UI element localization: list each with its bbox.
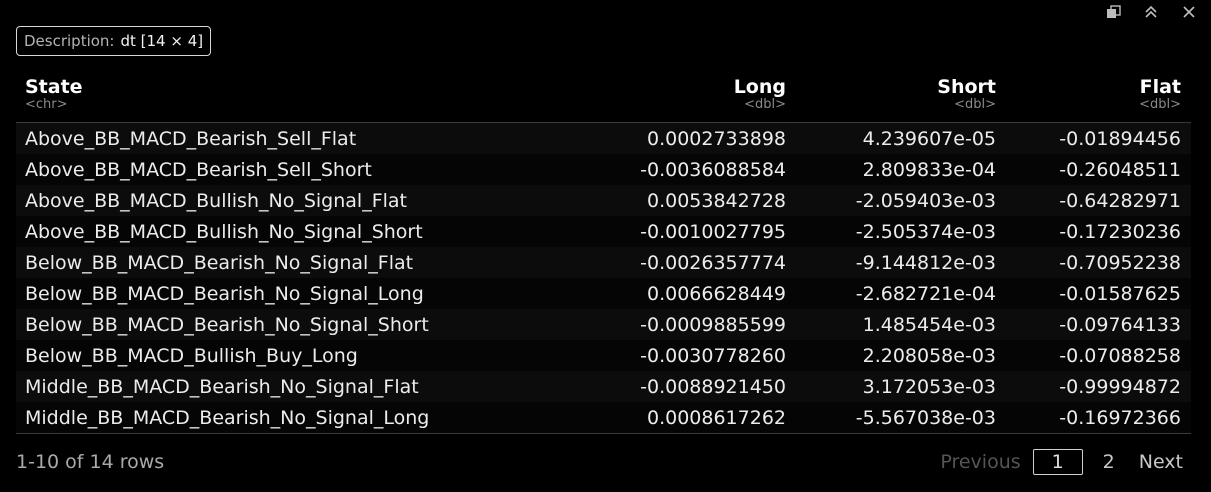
data-table: State <chr> Long <dbl> Short <dbl> Flat … bbox=[16, 76, 1191, 434]
cell-long: -0.0026357774 bbox=[551, 247, 796, 278]
collapse-icon[interactable] bbox=[1143, 4, 1159, 20]
close-icon[interactable] bbox=[1181, 4, 1197, 20]
cell-flat: -0.16972366 bbox=[1006, 402, 1191, 434]
cell-state: Above_BB_MACD_Bearish_Sell_Short bbox=[16, 154, 551, 185]
cell-long: -0.0009885599 bbox=[551, 309, 796, 340]
cell-flat: -0.64282971 bbox=[1006, 185, 1191, 216]
rows-info: 1-10 of 14 rows bbox=[16, 451, 165, 473]
column-name: Flat bbox=[1139, 76, 1181, 98]
column-name: State bbox=[25, 76, 83, 98]
cell-short: 2.809833e-04 bbox=[796, 154, 1006, 185]
cell-flat: -0.70952238 bbox=[1006, 247, 1191, 278]
cell-state: Middle_BB_MACD_Bearish_No_Signal_Flat bbox=[16, 371, 551, 402]
column-type: <dbl> bbox=[954, 97, 996, 112]
cell-short: -2.505374e-03 bbox=[796, 216, 1006, 247]
cell-short: 3.172053e-03 bbox=[796, 371, 1006, 402]
cell-short: -9.144812e-03 bbox=[796, 247, 1006, 278]
table-row: Below_BB_MACD_Bearish_No_Signal_Long 0.0… bbox=[16, 278, 1191, 309]
description-label: Description: bbox=[24, 32, 115, 50]
column-header-long[interactable]: Long <dbl> bbox=[551, 76, 796, 123]
page-current[interactable]: 1 bbox=[1032, 449, 1083, 475]
cell-state: Above_BB_MACD_Bearish_Sell_Flat bbox=[16, 122, 551, 154]
cell-state: Below_BB_MACD_Bearish_No_Signal_Long bbox=[16, 278, 551, 309]
cell-state: Below_BB_MACD_Bearish_No_Signal_Short bbox=[16, 309, 551, 340]
cell-long: -0.0030778260 bbox=[551, 340, 796, 371]
cell-long: -0.0088921450 bbox=[551, 371, 796, 402]
export-icon[interactable] bbox=[1105, 4, 1121, 20]
table-row: Above_BB_MACD_Bearish_Sell_Short -0.0036… bbox=[16, 154, 1191, 185]
cell-short: 1.485454e-03 bbox=[796, 309, 1006, 340]
table-row: Middle_BB_MACD_Bearish_No_Signal_Long 0.… bbox=[16, 402, 1191, 434]
table-row: Below_BB_MACD_Bullish_Buy_Long -0.003077… bbox=[16, 340, 1191, 371]
cell-state: Below_BB_MACD_Bullish_Buy_Long bbox=[16, 340, 551, 371]
cell-short: -5.567038e-03 bbox=[796, 402, 1006, 434]
table-row: Middle_BB_MACD_Bearish_No_Signal_Flat -0… bbox=[16, 371, 1191, 402]
cell-state: Above_BB_MACD_Bullish_No_Signal_Short bbox=[16, 216, 551, 247]
table-header-row: State <chr> Long <dbl> Short <dbl> Flat … bbox=[16, 76, 1191, 123]
cell-short: 4.239607e-05 bbox=[796, 122, 1006, 154]
column-name: Long bbox=[733, 76, 786, 98]
column-type: <dbl> bbox=[744, 97, 786, 112]
description-value: dt [14 × 4] bbox=[120, 32, 204, 50]
cell-long: 0.0002733898 bbox=[551, 122, 796, 154]
table-footer: 1-10 of 14 rows Previous 1 2 Next bbox=[16, 446, 1183, 478]
viewer-toolbar bbox=[1105, 4, 1197, 20]
cell-flat: -0.99994872 bbox=[1006, 371, 1191, 402]
cell-flat: -0.01587625 bbox=[1006, 278, 1191, 309]
column-name: Short bbox=[937, 76, 996, 98]
cell-long: 0.0066628449 bbox=[551, 278, 796, 309]
column-header-short[interactable]: Short <dbl> bbox=[796, 76, 1006, 123]
pagination: Previous 1 2 Next bbox=[940, 449, 1183, 475]
cell-flat: -0.01894456 bbox=[1006, 122, 1191, 154]
cell-long: -0.0036088584 bbox=[551, 154, 796, 185]
table-row: Below_BB_MACD_Bearish_No_Signal_Short -0… bbox=[16, 309, 1191, 340]
column-type: <dbl> bbox=[1139, 97, 1181, 112]
next-button[interactable]: Next bbox=[1138, 451, 1183, 473]
previous-button[interactable]: Previous bbox=[940, 451, 1021, 473]
cell-short: -2.059403e-03 bbox=[796, 185, 1006, 216]
cell-short: 2.208058e-03 bbox=[796, 340, 1006, 371]
table-row: Below_BB_MACD_Bearish_No_Signal_Flat -0.… bbox=[16, 247, 1191, 278]
cell-long: 0.0008617262 bbox=[551, 402, 796, 434]
column-type: <chr> bbox=[25, 97, 68, 112]
cell-long: -0.0010027795 bbox=[551, 216, 796, 247]
cell-state: Below_BB_MACD_Bearish_No_Signal_Flat bbox=[16, 247, 551, 278]
cell-state: Middle_BB_MACD_Bearish_No_Signal_Long bbox=[16, 402, 551, 434]
table-row: Above_BB_MACD_Bearish_Sell_Flat 0.000273… bbox=[16, 122, 1191, 154]
cell-state: Above_BB_MACD_Bullish_No_Signal_Flat bbox=[16, 185, 551, 216]
cell-long: 0.0053842728 bbox=[551, 185, 796, 216]
cell-flat: -0.09764133 bbox=[1006, 309, 1191, 340]
column-header-flat[interactable]: Flat <dbl> bbox=[1006, 76, 1191, 123]
page-link[interactable]: 2 bbox=[1102, 451, 1115, 473]
cell-short: -2.682721e-04 bbox=[796, 278, 1006, 309]
cell-flat: -0.17230236 bbox=[1006, 216, 1191, 247]
table-row: Above_BB_MACD_Bullish_No_Signal_Short -0… bbox=[16, 216, 1191, 247]
cell-flat: -0.07088258 bbox=[1006, 340, 1191, 371]
table-row: Above_BB_MACD_Bullish_No_Signal_Flat 0.0… bbox=[16, 185, 1191, 216]
description-box: Description: dt [14 × 4] bbox=[16, 26, 212, 56]
cell-flat: -0.26048511 bbox=[1006, 154, 1191, 185]
column-header-state[interactable]: State <chr> bbox=[16, 76, 551, 123]
